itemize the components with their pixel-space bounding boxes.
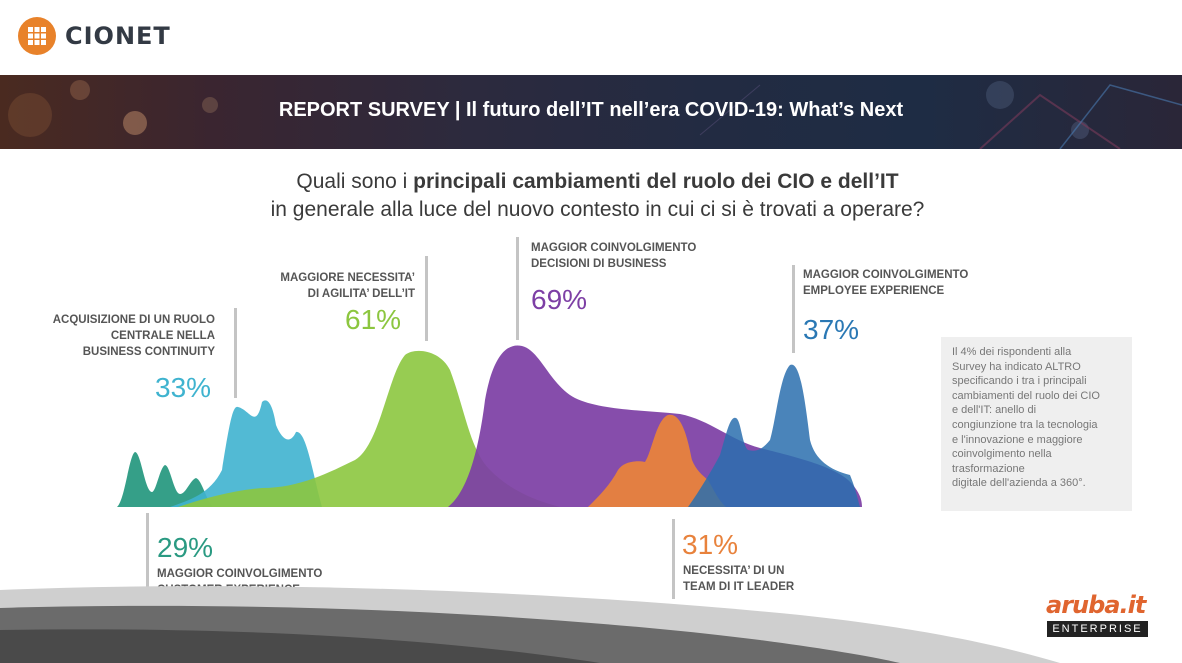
leader-line-employee-experience [792, 265, 795, 353]
value-business-continuity: 33% [155, 372, 212, 403]
banner-background-graphic [8, 80, 1182, 149]
note-line: e dell'IT: anello di [952, 404, 1037, 417]
leader-line-customer-experience [146, 513, 149, 601]
label-line: MAGGIORE NECESSITA’ [280, 272, 415, 284]
note-line: Survey ha indicato ALTRO [952, 360, 1081, 373]
brand-name: CIONET [65, 22, 171, 50]
mountain-it-leader-team [588, 414, 726, 507]
aruba-logo-enterprise: ENTERPRISE [1047, 621, 1148, 637]
mountain-customer-experience [117, 452, 213, 507]
mountain-employee-experience [688, 364, 860, 507]
banner-title: REPORT SURVEY | Il futuro dell’IT nell’e… [278, 99, 904, 121]
survey-question: Quali sono i principali cambiamenti del … [0, 168, 1182, 224]
leader-line-it-leader-team [672, 519, 675, 599]
label-business-decisions: MAGGIOR COINVOLGIMENTO DECISIONI DI BUSI… [531, 240, 696, 272]
label-line: TEAM DI IT LEADER [683, 581, 795, 593]
value-customer-experience: 29% [157, 532, 214, 563]
cionet-logo: CIONET [18, 17, 171, 55]
question-highlight: principali cambiamenti del ruolo dei CIO… [413, 170, 899, 193]
note-line: trasformazione [952, 462, 1025, 475]
note-line: Il 4% dei rispondenti alla [952, 346, 1072, 358]
mountain-business-continuity [170, 400, 322, 507]
label-line: MAGGIOR COINVOLGIMENTO [157, 568, 323, 580]
label-business-continuity: ACQUISIZIONE DI UN RUOLO CENTRALE NELLA … [53, 312, 215, 360]
note-line: congiunzione tra la tecnologia [952, 418, 1098, 431]
note-line: digitale dell'azienda a 360°. [952, 477, 1086, 490]
label-line: MAGGIOR COINVOLGIMENTO [531, 242, 697, 254]
label-line: DI AGILITA’ DELL’IT [307, 288, 415, 300]
note-line: e l'innovazione e maggiore [952, 433, 1083, 446]
label-line: NECESSITA’ DI UN [683, 565, 785, 577]
leader-line-business-decisions [516, 237, 519, 340]
aruba-logo-word: aruba.it [1046, 591, 1146, 619]
value-agility: 61% [345, 304, 402, 335]
label-agility: MAGGIORE NECESSITA’ DI AGILITA’ DELL’IT [280, 270, 415, 302]
label-line: MAGGIOR COINVOLGIMENTO [803, 269, 969, 281]
leader-line-business-continuity [234, 308, 237, 398]
value-it-leader-team: 31% [682, 529, 739, 560]
question-prefix: Quali sono i [296, 170, 414, 193]
note-line: specificando i tra i principali [952, 375, 1087, 388]
cionet-grid-icon [18, 17, 56, 55]
value-employee-experience: 37% [803, 314, 860, 345]
label-employee-experience: MAGGIOR COINVOLGIMENTO EMPLOYEE EXPERIEN… [803, 267, 968, 299]
label-line: EMPLOYEE EXPERIENCE [803, 285, 945, 297]
value-business-decisions: 69% [531, 284, 588, 315]
label-line: BUSINESS CONTINUITY [82, 346, 215, 358]
label-line: ACQUISIZIONE DI UN RUOLO [52, 314, 215, 326]
label-it-leader-team: NECESSITA’ DI UN TEAM DI IT LEADER [683, 563, 794, 595]
label-line: DECISIONI DI BUSINESS [531, 258, 667, 270]
other-responses-note: Il 4% dei rispondenti alla Survey ha ind… [941, 337, 1132, 511]
mountain-agility [178, 350, 560, 507]
question-line-2: in generale alla luce del nuovo contesto… [270, 198, 925, 221]
note-line: coinvolgimento nella [952, 448, 1052, 461]
title-banner: REPORT SURVEY | Il futuro dell’IT nell’e… [0, 75, 1182, 149]
leader-line-agility [425, 256, 428, 341]
note-line: cambiamenti del ruolo dei CIO [952, 389, 1100, 402]
label-line: CENTRALE NELLA [110, 330, 215, 342]
